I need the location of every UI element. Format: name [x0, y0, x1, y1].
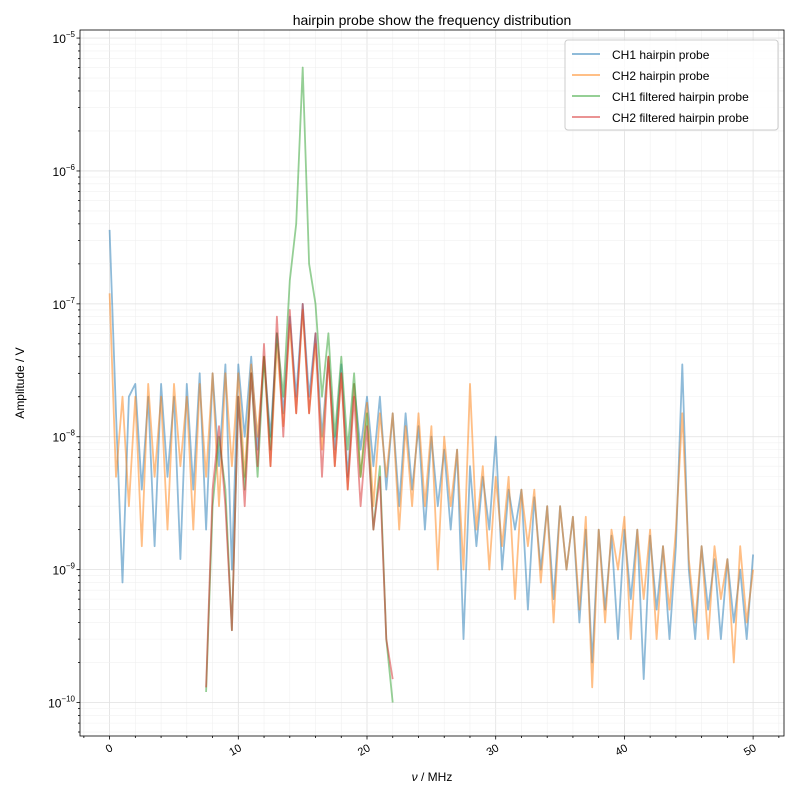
legend-label: CH1 hairpin probe: [612, 48, 710, 62]
y-tick-label: 10−7: [53, 296, 76, 312]
axis-ticks: 0 10 20 30 40 50 10−10 10−9 10−8 10−7 10−6 10−5: [48, 30, 780, 759]
x-axis-symbol: ν: [412, 770, 418, 784]
x-tick-label: 20: [356, 742, 373, 759]
legend-label: CH2 hairpin probe: [612, 69, 710, 83]
series-line-1: [108, 229, 754, 680]
series-lines: [108, 66, 754, 703]
series-line-3: [205, 66, 394, 703]
y-tick-label: 10−8: [53, 429, 76, 445]
series-line-2: [108, 293, 754, 689]
x-axis-label: ν / MHz: [412, 770, 453, 784]
y-tick-label: 10−5: [53, 30, 76, 46]
series-line-4: [205, 302, 394, 688]
y-tick-label: 10−6: [53, 163, 76, 179]
y-tick-label: 10−10: [48, 695, 75, 711]
x-tick-label: 0: [104, 742, 115, 755]
legend: CH1 hairpin probe CH2 hairpin probe CH1 fi…: [564, 39, 779, 131]
x-tick-label: 40: [613, 742, 630, 759]
x-tick-label: 10: [227, 742, 244, 759]
legend-label: CH2 filtered hairpin probe: [612, 111, 749, 125]
x-tick-label: 30: [485, 742, 502, 759]
plot-frame: [79, 29, 785, 737]
legend-label: CH1 filtered hairpin probe: [612, 90, 749, 104]
grid-lines: [80, 30, 784, 736]
y-tick-label: 10−9: [53, 562, 76, 578]
y-axis-label: Amplitude / V: [13, 347, 27, 418]
x-tick-label: 50: [742, 742, 759, 759]
legend-box: [564, 39, 779, 131]
chart-title: hairpin probe show the frequency distrib…: [293, 12, 572, 28]
x-axis-unit: / MHz: [418, 770, 453, 784]
